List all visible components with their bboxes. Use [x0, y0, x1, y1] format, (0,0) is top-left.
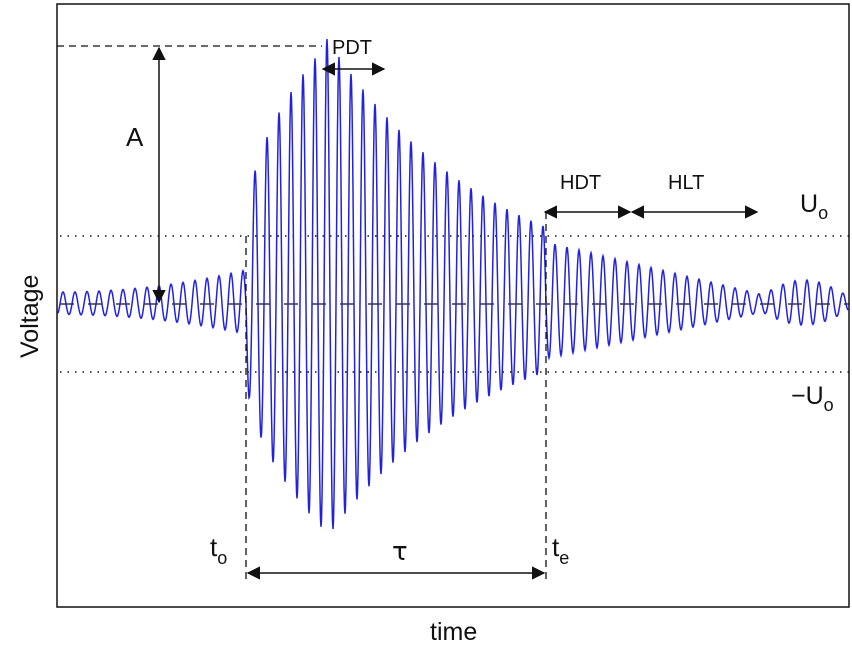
hdt-label: HDT — [560, 172, 601, 194]
threshold-positive-label: Uo — [800, 190, 828, 223]
plot-frame — [56, 3, 850, 608]
signal-waveform — [57, 39, 849, 530]
pdt-label: PDT — [332, 37, 372, 59]
y-axis-label: Voltage — [16, 275, 44, 358]
start-time-label: to — [210, 532, 227, 568]
end-time-label: te — [552, 532, 569, 568]
amplitude-label: A — [126, 122, 144, 152]
duration-label: τ — [392, 537, 408, 567]
x-axis-label: time — [430, 618, 477, 646]
threshold-negative-label: −Uo — [791, 382, 834, 415]
hlt-label: HLT — [668, 172, 704, 194]
